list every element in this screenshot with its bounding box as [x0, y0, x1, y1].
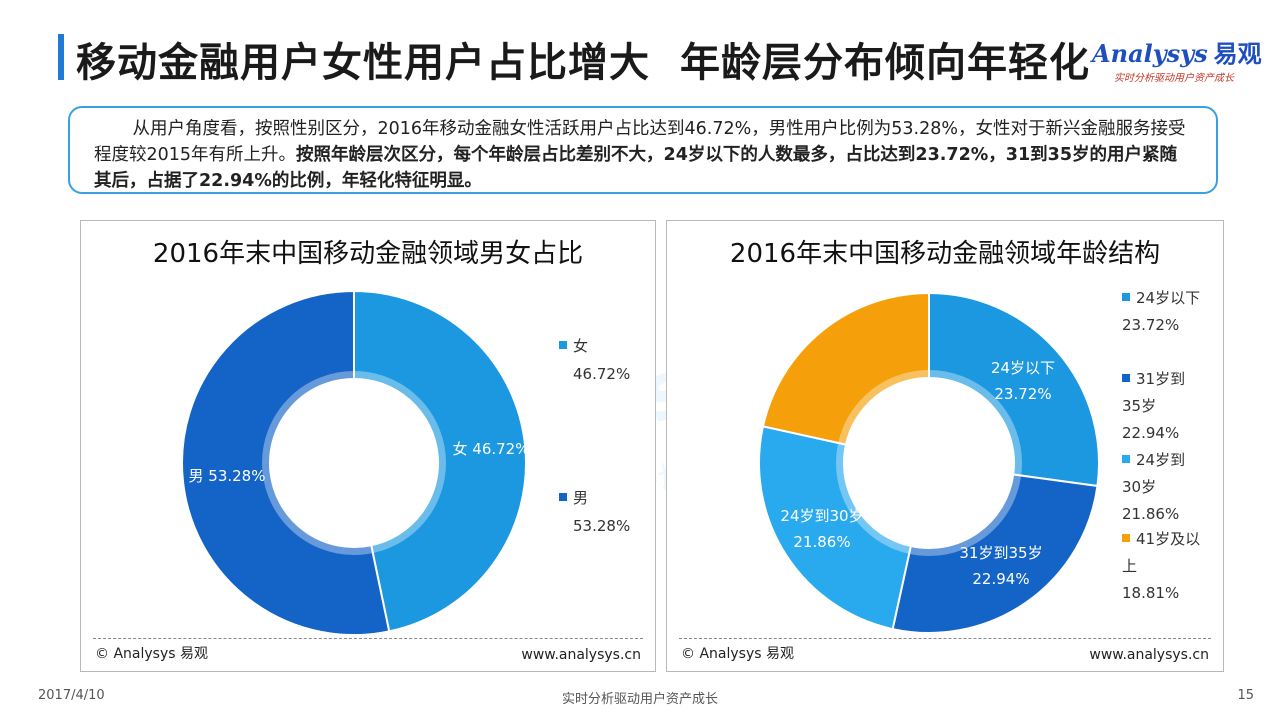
summary-normal-text: 从用户角度看，按照性别区分，2016年移动金融女性活跃用户占比达到46.72%，… — [94, 119, 1186, 165]
gender-chart-panel: 2016年末中国移动金融领域男女占比 女 46.72% 男 53.28% 女 46.7… — [80, 220, 656, 672]
age-slice-0 — [928, 291, 1100, 488]
gender-legend-marker-1 — [559, 493, 567, 501]
page-title-part1: 移动金融用户女性用户占比增大 — [76, 40, 650, 86]
gender-data-label-1: 男 53.28% — [189, 467, 266, 485]
gender-data-label-0: 女 46.72% — [453, 440, 530, 458]
age-data-label-name-0: 24岁以下 — [991, 359, 1055, 377]
footer-date: 2017/4/10 — [38, 688, 105, 703]
summary-bold-text: 按照年龄层次区分，每个年龄层占比差别不大，24岁以下的人数最多，占比达到23.7… — [94, 145, 1177, 191]
gender-slice-1 — [181, 289, 391, 636]
page-title-part2: 年龄层分布倾向年轻化 — [680, 40, 1090, 86]
age-data-label-value-0: 23.72% — [994, 385, 1051, 403]
age-donut-chart: 24岁以下23.72%31岁到35岁22.94%24岁到30岁21.86%24岁… — [758, 289, 1200, 634]
page-number: 15 — [1237, 688, 1254, 703]
age-legend-label-2-1: 30岁 — [1122, 478, 1156, 496]
age-legend-value-1: 22.94% — [1122, 424, 1179, 442]
age-inner-ring — [836, 370, 1022, 556]
summary-box: 从用户角度看，按照性别区分，2016年移动金融女性活跃用户占比达到46.72%，… — [68, 106, 1218, 194]
age-legend-value-0: 23.72% — [1122, 316, 1179, 334]
age-data-label-name-2: 24岁到30岁 — [780, 507, 863, 525]
age-data-label-value-1: 22.94% — [972, 570, 1029, 588]
age-data-label-name-1: 31岁到35岁 — [959, 544, 1042, 562]
age-chart-source: © Analysys 易观 — [681, 646, 794, 662]
age-legend-label-1-1: 35岁 — [1122, 397, 1156, 415]
page-title: 移动金融用户女性用户占比增大 年龄层分布倾向年轻化 — [76, 30, 1120, 88]
age-legend-label-0-0: 24岁以下 — [1136, 289, 1200, 307]
gender-donut-chart: 女 46.72% 男 53.28% 女 46.72% 男 53.28% — [181, 289, 630, 636]
gender-chart-source: © Analysys 易观 — [95, 646, 208, 662]
age-legend-marker-0 — [1122, 293, 1130, 301]
age-legend-value-2: 21.86% — [1122, 505, 1179, 523]
age-slice-3 — [761, 291, 930, 446]
logo-slogan: 实时分析驱动用户资产成长 — [1114, 73, 1234, 84]
gender-inner-ring — [262, 371, 446, 555]
age-legend-label-3-0: 41岁及以 — [1136, 530, 1200, 548]
title-accent-bar — [58, 34, 64, 80]
age-slice-2 — [758, 425, 913, 631]
age-slice-1 — [891, 473, 1099, 634]
footer-slogan: 实时分析驱动用户资产成长 — [561, 692, 718, 707]
gender-chart-site: www.analysys.cn — [521, 647, 641, 663]
age-legend-label-3-1: 上 — [1122, 557, 1137, 575]
gender-legend-marker-0 — [559, 341, 567, 349]
age-panel-divider — [679, 638, 1211, 639]
gender-legend-label-0: 女 — [573, 337, 588, 355]
gender-legend-label-1: 男 — [573, 489, 588, 507]
age-chart-title: 2016年末中国移动金融领域年龄结构 — [729, 239, 1161, 269]
age-legend-value-3: 18.81% — [1122, 584, 1179, 602]
logo-brand: Analysys — [1092, 39, 1208, 68]
age-legend-marker-2 — [1122, 455, 1130, 463]
gender-slice-0 — [353, 289, 527, 633]
age-legend-label-1-0: 31岁到 — [1136, 370, 1185, 388]
gender-legend-value-0: 46.72% — [573, 365, 630, 383]
age-chart-site: www.analysys.cn — [1089, 647, 1209, 663]
age-legend-marker-3 — [1122, 534, 1130, 542]
age-data-label-value-2: 21.86% — [793, 533, 850, 551]
age-chart-panel: 2016年末中国移动金融领域年龄结构 24岁以下 23.72% 31岁到35岁 22.… — [666, 220, 1224, 672]
gender-panel-divider — [93, 638, 643, 639]
age-legend-label-2-0: 24岁到 — [1136, 451, 1185, 469]
age-legend-marker-1 — [1122, 374, 1130, 382]
gender-chart-title: 2016年末中国移动金融领域男女占比 — [152, 239, 584, 269]
gender-legend-value-1: 53.28% — [573, 517, 630, 535]
logo-brand-cn: 易观 — [1213, 39, 1262, 68]
analysys-logo: Analysys 易观 实时分析驱动用户资产成长 — [1092, 34, 1262, 84]
